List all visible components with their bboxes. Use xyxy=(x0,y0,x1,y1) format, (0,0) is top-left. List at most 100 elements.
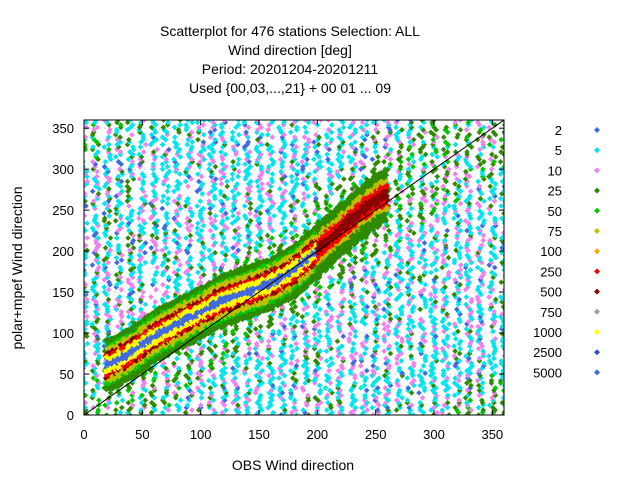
data-point xyxy=(504,228,510,234)
data-point xyxy=(346,124,353,131)
data-point xyxy=(457,318,463,325)
data-point xyxy=(276,124,282,131)
data-point xyxy=(475,308,482,315)
data-point xyxy=(282,173,288,180)
data-point xyxy=(443,232,449,239)
data-point xyxy=(431,259,438,266)
data-point xyxy=(348,323,355,330)
data-point xyxy=(223,340,230,347)
data-point xyxy=(464,252,470,259)
data-point xyxy=(490,350,497,357)
data-point xyxy=(312,190,318,197)
data-point xyxy=(441,217,447,224)
data-point xyxy=(347,321,353,327)
data-point xyxy=(174,355,180,362)
data-point xyxy=(463,269,469,276)
data-point xyxy=(419,318,426,325)
data-point xyxy=(165,257,171,263)
data-point xyxy=(270,375,276,381)
data-point xyxy=(183,247,190,254)
data-point xyxy=(455,409,462,415)
data-point xyxy=(434,173,441,180)
data-point xyxy=(360,306,367,313)
data-point xyxy=(218,208,225,214)
data-point xyxy=(198,367,205,374)
data-point xyxy=(480,124,487,131)
data-point xyxy=(499,144,504,150)
data-point xyxy=(428,269,434,276)
data-point xyxy=(420,181,426,187)
data-point xyxy=(467,377,473,384)
data-point xyxy=(328,355,334,362)
data-point xyxy=(349,392,356,399)
data-point xyxy=(488,166,495,172)
data-point xyxy=(457,338,464,345)
data-point xyxy=(117,264,123,271)
data-point xyxy=(442,127,448,133)
data-point xyxy=(265,181,272,187)
data-point xyxy=(256,173,263,180)
data-point xyxy=(160,124,167,131)
data-point xyxy=(114,203,121,209)
data-point xyxy=(212,249,218,256)
data-point xyxy=(454,151,460,158)
data-point xyxy=(207,335,214,342)
data-point xyxy=(140,334,146,340)
data-point xyxy=(245,166,251,172)
data-point xyxy=(349,308,355,315)
data-point xyxy=(361,245,368,251)
data-point xyxy=(254,129,260,136)
data-point xyxy=(230,213,236,219)
data-point xyxy=(382,299,389,305)
data-point xyxy=(198,348,205,354)
data-point xyxy=(432,235,438,241)
data-point xyxy=(443,173,450,180)
data-point xyxy=(429,387,436,394)
data-point xyxy=(338,392,344,399)
data-point xyxy=(468,296,475,303)
data-point xyxy=(487,210,493,217)
data-point xyxy=(313,340,320,347)
data-point xyxy=(463,294,470,300)
data-point xyxy=(406,178,412,185)
data-point xyxy=(129,274,136,281)
data-point xyxy=(421,286,427,293)
data-point xyxy=(138,306,144,313)
data-point xyxy=(324,134,331,141)
data-point xyxy=(337,158,343,165)
data-point xyxy=(349,156,356,163)
data-point xyxy=(289,158,296,165)
data-point xyxy=(245,326,252,332)
data-point xyxy=(440,200,447,207)
data-point xyxy=(125,313,132,320)
data-point xyxy=(148,294,154,300)
data-point xyxy=(394,134,400,141)
data-point xyxy=(126,227,132,234)
data-point xyxy=(175,195,182,202)
data-point xyxy=(338,274,344,281)
data-point xyxy=(347,316,354,322)
data-point xyxy=(301,134,308,141)
data-point xyxy=(173,254,179,261)
data-point xyxy=(353,146,359,153)
data-point xyxy=(102,222,109,229)
data-point xyxy=(231,195,237,202)
data-point xyxy=(451,331,458,337)
data-point xyxy=(420,144,426,150)
data-point xyxy=(212,195,218,202)
data-point xyxy=(420,232,427,239)
data-point xyxy=(220,227,227,234)
data-point xyxy=(456,316,462,322)
data-point xyxy=(335,367,341,374)
data-point xyxy=(364,333,370,340)
data-point xyxy=(150,149,157,155)
data-point xyxy=(467,188,474,195)
data-point xyxy=(136,264,142,271)
data-point xyxy=(417,306,424,313)
data-point xyxy=(229,220,236,227)
data-point xyxy=(244,407,250,413)
data-point xyxy=(399,370,405,377)
data-point xyxy=(465,247,471,254)
data-point xyxy=(137,262,144,268)
data-point xyxy=(84,392,89,399)
